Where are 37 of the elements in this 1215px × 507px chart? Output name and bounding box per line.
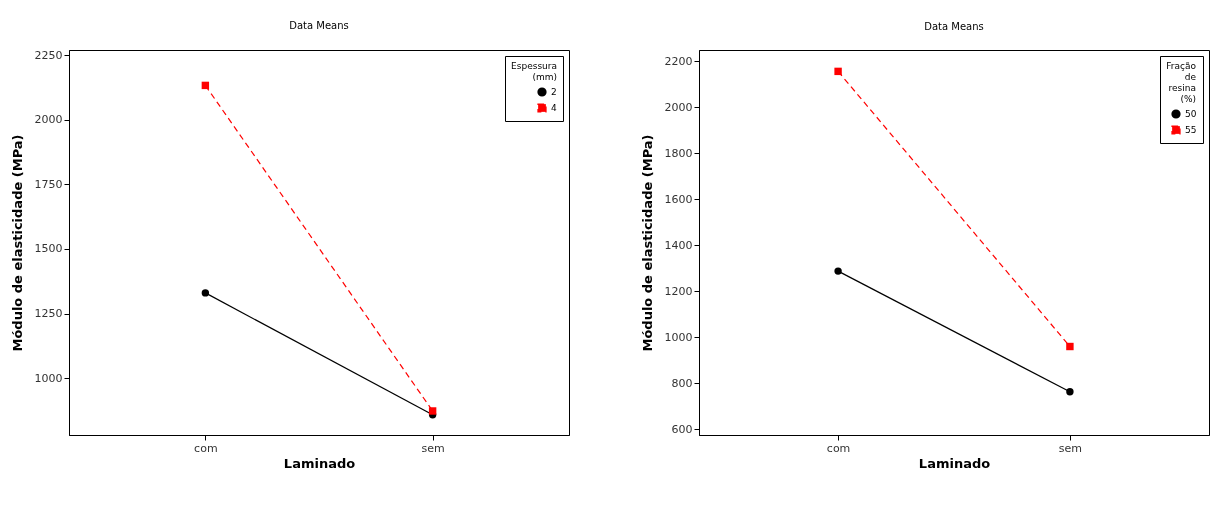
point (1066, 342, 1074, 351)
x-axis-title: Laminado (283, 455, 356, 471)
legend-label: 55 (1185, 125, 1197, 135)
point (201, 289, 210, 297)
y-tick-label: 1250 (34, 307, 63, 321)
y-tick-label: 800 (671, 376, 693, 390)
legend-title: Fração de resina (%) (1166, 61, 1197, 104)
point (428, 407, 437, 415)
x-axis-title: Laminado (918, 455, 991, 471)
y-axis-title: Módulo de elasticidade (MPa) (9, 134, 25, 352)
y-tick-label: 1600 (664, 192, 693, 206)
legend-label: 50 (1185, 109, 1197, 119)
y-tick-label: 1800 (664, 146, 693, 160)
y-tick-label: 1400 (664, 238, 693, 252)
legend-title: Espessura (mm) (511, 61, 557, 82)
x-tick-label: sem (421, 441, 445, 455)
y-tick-label: 2000 (34, 113, 63, 127)
point (834, 67, 842, 76)
point (1066, 388, 1074, 396)
y-tick-label: 1750 (34, 177, 63, 191)
x-tick-label: com (826, 441, 851, 455)
legend-label: 2 (551, 87, 557, 97)
legend-label: 4 (551, 103, 557, 113)
y-tick-label: 1500 (34, 242, 63, 256)
y-axis-title: Módulo de elasticidade (MPa) (639, 134, 655, 352)
y-tick-label: 600 (671, 422, 693, 436)
y-tick-label: 2200 (664, 54, 693, 68)
y-tick-label: 2000 (664, 100, 693, 114)
chart-title: Data Means (924, 21, 984, 32)
y-tick-label: 2250 (34, 48, 63, 62)
y-tick-label: 1200 (664, 284, 693, 298)
x-tick-label: sem (1058, 441, 1083, 455)
point (834, 267, 842, 275)
y-tick-label: 1000 (664, 330, 693, 344)
chart-title: Data Means (289, 20, 349, 32)
y-tick-label: 1000 (34, 371, 63, 385)
x-tick-label: com (194, 441, 218, 455)
